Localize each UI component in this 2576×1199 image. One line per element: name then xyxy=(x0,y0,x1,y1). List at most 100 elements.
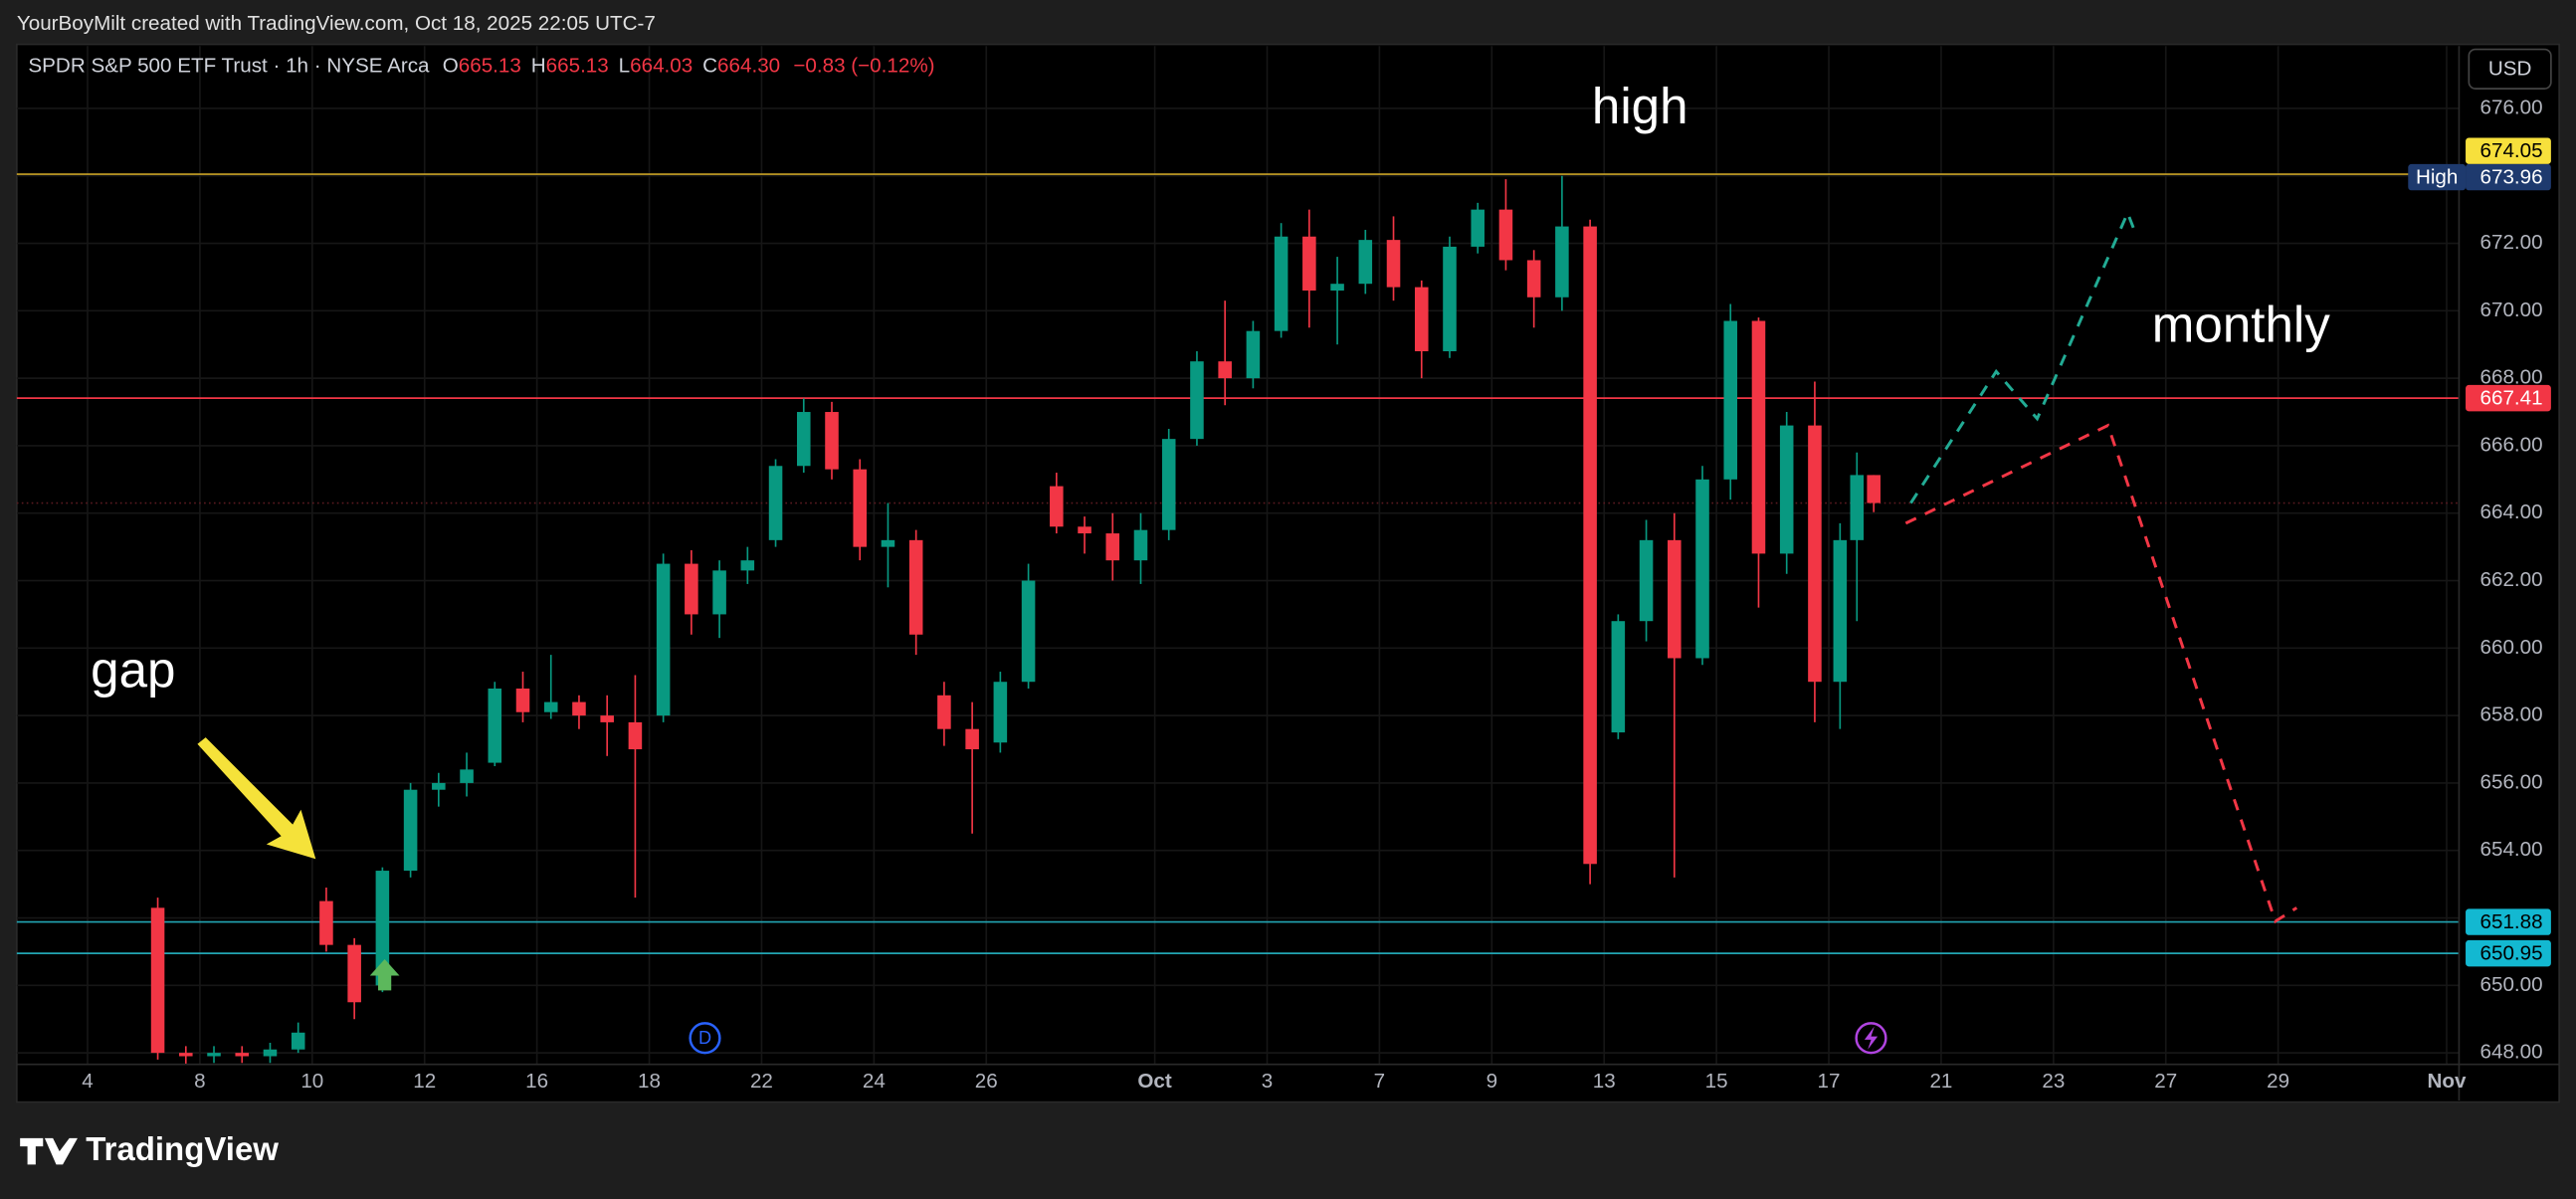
dividend-label[interactable]: D xyxy=(698,1028,711,1048)
trend-drawing xyxy=(1904,423,2298,924)
candle-body xyxy=(432,782,446,790)
symbol-line: SPDR S&P 500 ETF Trust · 1h · NYSE Arca O… xyxy=(28,55,934,78)
price-label-box xyxy=(2466,137,2551,164)
x-tick-label: 8 xyxy=(194,1070,205,1093)
candle-body xyxy=(207,1053,221,1057)
x-tick-label: 9 xyxy=(1486,1070,1497,1093)
price-label: 673.96 xyxy=(2480,165,2543,188)
candle-body xyxy=(1611,621,1626,733)
marker-name: High xyxy=(2416,165,2458,188)
candle-body xyxy=(1808,425,1822,683)
x-tick-label: 10 xyxy=(300,1070,323,1093)
candle-body xyxy=(908,539,923,635)
candle-body xyxy=(1639,539,1654,622)
candle-body xyxy=(881,539,895,547)
candle-body xyxy=(1218,361,1232,379)
candle-body xyxy=(993,682,1008,743)
ohlc-value: 665.13 xyxy=(459,55,521,78)
green-arrow xyxy=(369,959,400,991)
brand: TradingView xyxy=(86,1130,279,1167)
candle-body xyxy=(375,871,390,986)
y-tick-label: 656.00 xyxy=(2480,770,2543,793)
currency-button[interactable] xyxy=(2468,48,2552,90)
x-tick-label: 15 xyxy=(1705,1070,1728,1093)
candle-body xyxy=(1668,539,1682,659)
candle-body xyxy=(235,1053,250,1057)
marker-name-box xyxy=(2408,163,2467,191)
drawings xyxy=(1904,209,2298,924)
price-label: 674.05 xyxy=(2480,139,2543,162)
x-tick-label: 22 xyxy=(750,1070,773,1093)
candle-body xyxy=(1833,539,1848,683)
y-tick-label: 668.00 xyxy=(2480,366,2543,389)
candle-body xyxy=(965,728,979,750)
candle-body xyxy=(319,900,333,945)
x-tick-label: 3 xyxy=(1262,1070,1273,1093)
price-label-box xyxy=(2466,939,2551,967)
candle-body xyxy=(1274,236,1288,331)
change: −0.83 (−0.12%) xyxy=(793,55,934,78)
candle-body xyxy=(1105,533,1120,561)
x-tick-label: Oct xyxy=(1137,1070,1172,1093)
price-label-box xyxy=(2466,384,2551,412)
x-tick-label: 13 xyxy=(1593,1070,1616,1093)
x-tick-label: Nov xyxy=(2428,1070,2467,1093)
x-tick-label: 29 xyxy=(2267,1070,2289,1093)
candles xyxy=(150,175,1881,1065)
candle-body xyxy=(150,907,165,1054)
price-label: 651.88 xyxy=(2480,910,2543,933)
yellow-arrow xyxy=(197,737,316,860)
candle-body xyxy=(572,701,586,716)
ohlc-value: 665.13 xyxy=(546,55,609,78)
candle-body xyxy=(1246,330,1261,379)
y-tick-label: 676.00 xyxy=(2480,96,2543,118)
annotation: high xyxy=(1592,78,1688,134)
candle-body xyxy=(1078,526,1091,534)
candle-body xyxy=(1161,439,1176,530)
candle-body xyxy=(1555,226,1569,298)
candle-body xyxy=(179,1053,193,1057)
price-label: 650.95 xyxy=(2480,941,2543,964)
candle-body xyxy=(853,469,868,547)
candle-body xyxy=(1330,284,1344,291)
candle-body xyxy=(825,412,839,470)
candle-body xyxy=(1779,425,1794,554)
x-tick-label: 21 xyxy=(1929,1070,1952,1093)
x-tick-label: 23 xyxy=(2042,1070,2065,1093)
candle-body xyxy=(291,1032,305,1050)
y-tick-label: 670.00 xyxy=(2480,299,2543,321)
currency[interactable]: USD xyxy=(2488,58,2532,81)
dividend-marker[interactable] xyxy=(689,1022,721,1055)
axes: 648.00650.00652.00654.00656.00658.00660.… xyxy=(16,46,2560,1100)
candle-body xyxy=(1723,320,1738,480)
grid xyxy=(16,46,2460,1065)
y-tick-label: 648.00 xyxy=(2480,1041,2543,1064)
candle-body xyxy=(1190,361,1204,440)
y-tick-label: 664.00 xyxy=(2480,500,2543,523)
ohlc-name: O xyxy=(443,55,459,78)
ohlc-name: C xyxy=(702,55,717,78)
candle-body xyxy=(1583,226,1597,865)
chart-panel xyxy=(16,43,2560,1103)
x-tick-label: 4 xyxy=(82,1070,93,1093)
candle-body xyxy=(1021,580,1036,683)
candle-body xyxy=(403,789,418,872)
candle-body xyxy=(1050,486,1064,527)
candle-body xyxy=(1443,246,1457,352)
candle-body xyxy=(543,701,558,712)
candle-body xyxy=(1695,479,1709,659)
candle-body xyxy=(515,689,530,712)
candle-body xyxy=(1498,209,1513,261)
x-tick-label: 26 xyxy=(975,1070,998,1093)
candle-body xyxy=(628,721,643,750)
ohlc-value: 664.03 xyxy=(630,55,693,78)
candle-body xyxy=(1867,475,1881,503)
x-tick-label: 27 xyxy=(2154,1070,2177,1093)
price-label: 667.41 xyxy=(2480,386,2543,409)
y-tick-label: 654.00 xyxy=(2480,838,2543,861)
ohlc-name: H xyxy=(531,55,546,78)
candle-body xyxy=(600,715,614,722)
x-tick-label: 16 xyxy=(525,1070,548,1093)
annotation: monthly xyxy=(2152,297,2331,353)
candle-body xyxy=(796,412,811,467)
